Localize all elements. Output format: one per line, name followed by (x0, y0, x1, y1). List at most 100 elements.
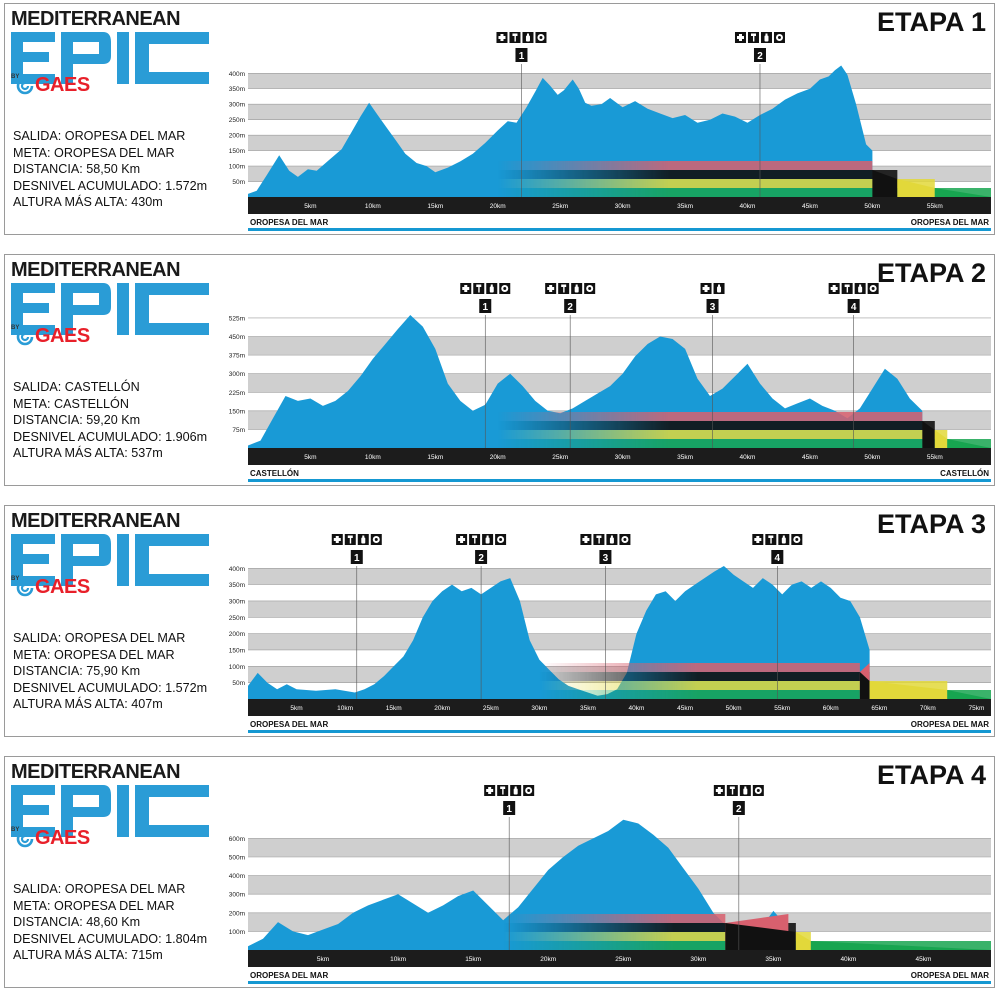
band-black (539, 672, 870, 681)
x-tick-label: 30km (615, 203, 631, 210)
x-axis-bar (248, 950, 991, 967)
distance-info: DISTANCIA: 59,20 Km (13, 413, 141, 427)
aid-station: 3 (580, 534, 631, 699)
x-tick-label: 70km (920, 705, 936, 712)
route-tail-segment (934, 188, 991, 197)
grid-band (248, 88, 991, 105)
x-tick-label: 35km (677, 203, 693, 210)
y-tick-label: 600m (229, 836, 245, 843)
start-location-label: CASTELLÓN (250, 469, 299, 478)
x-axis-bar (248, 699, 991, 716)
route-tail-segment (947, 690, 991, 699)
x-tick-label: 30km (531, 705, 547, 712)
route-bands (497, 161, 991, 197)
aid-station-number: 2 (757, 51, 763, 62)
grid-band (248, 568, 991, 585)
x-tick-label: 35km (765, 956, 781, 963)
grid-band (248, 317, 991, 337)
x-tick-label: 15km (465, 956, 481, 963)
stage-info: SALIDA: OROPESA DEL MAR META: OROPESA DE… (13, 881, 207, 964)
y-tick-label: 400m (229, 71, 245, 78)
x-axis-bar (248, 448, 991, 465)
x-tick-label: 45km (677, 705, 693, 712)
stage-title: ETAPA 3 (876, 509, 986, 539)
aid-station: 2 (456, 534, 507, 699)
y-tick-label: 300m (229, 371, 245, 378)
y-tick-label: 200m (229, 910, 245, 917)
aid-station-number: 2 (736, 804, 742, 815)
aid-station-badge (475, 550, 488, 564)
y-tick-label: 50m (232, 179, 245, 186)
route-bands (497, 412, 991, 448)
max-altitude-info: ALTURA MÁS ALTA: 430m (13, 195, 163, 209)
x-tick-label: 45km (802, 203, 818, 210)
band-pink (503, 914, 726, 923)
aid-stations: 1 2 3 4 (460, 283, 879, 448)
end-location-label: OROPESA DEL MAR (911, 971, 989, 980)
band-pink (539, 663, 860, 672)
aid-station-number: 2 (478, 553, 484, 564)
x-tick-label: 35km (677, 454, 693, 461)
x-tick-label: 10km (337, 705, 353, 712)
x-tick-label: 15km (427, 203, 443, 210)
aid-station-number: 1 (354, 553, 360, 564)
y-tick-label: 375m (229, 353, 245, 360)
band-pink (497, 412, 923, 421)
x-tick-label: 55km (927, 454, 943, 461)
route-tail (725, 914, 991, 950)
stage-panel-4: MEDITERRANEAN BY GAES SALIDA: OROPESA DE… (4, 756, 995, 988)
route-tail-segment (869, 681, 948, 699)
route-tail-segment (810, 941, 991, 950)
aid-station-badge (753, 48, 766, 62)
route-tail (859, 663, 991, 699)
location-underline (248, 981, 991, 984)
distance-info: DISTANCIA: 48,60 Km (13, 915, 141, 929)
stage-panel-2: MEDITERRANEAN BY GAES SALIDA: CASTELLÓN … (4, 254, 995, 486)
grid-band (248, 633, 991, 650)
aid-station: 4 (752, 534, 803, 699)
grid-band (248, 617, 991, 634)
x-tick-label: 45km (916, 956, 932, 963)
x-tick-label: 25km (615, 956, 631, 963)
y-tick-label: 300m (229, 102, 245, 109)
x-tick-label: 20km (490, 454, 506, 461)
finish-info: META: OROPESA DEL MAR (13, 898, 175, 913)
location-underline (248, 730, 991, 733)
band-black (497, 421, 935, 430)
logo-epic-glyphs (11, 283, 209, 335)
distance-info: DISTANCIA: 75,90 Km (13, 664, 141, 678)
elevation-gain-info: DESNIVEL ACUMULADO: 1.572m (13, 680, 208, 695)
x-tick-label: 10km (390, 956, 406, 963)
start-info: SALIDA: OROPESA DEL MAR (13, 129, 186, 143)
aid-station: 2 (545, 283, 596, 448)
band-black (497, 170, 898, 179)
aid-station: 1 (496, 32, 547, 197)
y-tick-label: 400m (229, 873, 245, 880)
aid-station-number: 3 (710, 302, 716, 313)
y-tick-label: 525m (229, 315, 245, 322)
y-tick-label: 300m (229, 892, 245, 899)
elevation-gain-info: DESNIVEL ACUMULADO: 1.906m (13, 429, 208, 444)
band-yellow (503, 932, 811, 941)
stage-title: ETAPA 1 (876, 7, 986, 37)
elevation-gain-info: DESNIVEL ACUMULADO: 1.804m (13, 931, 208, 946)
finish-info: META: CASTELLÓN (13, 396, 129, 411)
aid-station: 2 (713, 785, 764, 950)
route-tail-segment (934, 430, 948, 448)
x-tick-label: 15km (386, 705, 402, 712)
y-tick-label: 400m (229, 566, 245, 573)
aid-station: 1 (331, 534, 382, 699)
y-tick-label: 350m (229, 86, 245, 93)
route-bands (539, 663, 991, 699)
stage-title: ETAPA 4 (876, 760, 986, 790)
x-tick-label: 5km (317, 956, 329, 963)
end-location-label: CASTELLÓN (940, 469, 989, 478)
x-tick-label: 75km (968, 705, 984, 712)
route-tail-segment (795, 932, 811, 950)
x-tick-label: 5km (304, 454, 316, 461)
aid-station-badge (350, 550, 363, 564)
band-green (497, 439, 991, 448)
